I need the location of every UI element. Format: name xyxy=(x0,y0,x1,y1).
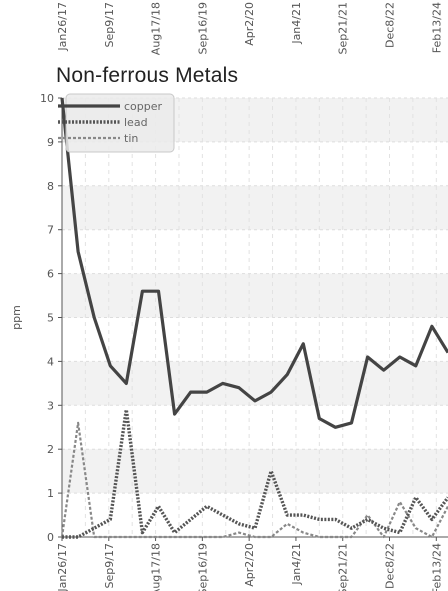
grid-band xyxy=(62,273,448,318)
y-tick-label: 10 xyxy=(40,92,54,105)
chart: 0 1 2 3 4 5 6 7 8 9 10 ppm Jan26/17 Sep9/17 Aug17/18 Se… xyxy=(0,90,448,591)
legend-label-tin: tin xyxy=(124,132,138,145)
x-tick-label: Sep21/21 xyxy=(337,543,350,591)
top-axis-svg: Jan26/17 Sep9/17 Aug17/18 Sep16/19 Apr2/20 Ja… xyxy=(56,2,443,55)
top-tick-label: Jan26/17 xyxy=(56,2,69,52)
legend-label-copper: copper xyxy=(124,100,163,113)
legend-label-lead: lead xyxy=(124,116,148,129)
top-tick-label: Sep21/21 xyxy=(337,2,350,54)
x-tick-label: Apr2/20 xyxy=(243,543,256,587)
grid-band xyxy=(62,361,448,406)
top-tick-label: Dec8/22 xyxy=(384,2,397,48)
y-tick-label: 6 xyxy=(47,268,54,281)
top-axis-strip: Jan26/17 Sep9/17 Aug17/18 Sep16/19 Apr2/20 Ja… xyxy=(0,0,448,62)
x-tick-label: Sep16/19 xyxy=(196,543,209,591)
top-tick-label: Sep16/19 xyxy=(196,2,209,54)
y-tick-label: 4 xyxy=(47,355,54,368)
x-tick-label: Feb13/24 xyxy=(430,543,443,591)
x-tick-label: Dec8/22 xyxy=(384,543,397,589)
y-tick-label: 3 xyxy=(47,399,54,412)
y-tick-label: 1 xyxy=(47,487,54,500)
chart-svg: 0 1 2 3 4 5 6 7 8 9 10 ppm Jan26/17 Sep9/17 Aug17/18 Se… xyxy=(10,92,448,591)
y-tick-label: 8 xyxy=(47,180,54,193)
grid-band xyxy=(62,185,448,230)
y-tick-label: 5 xyxy=(47,312,54,325)
x-tick-label: Jan26/17 xyxy=(56,543,69,591)
y-tick-label: 9 xyxy=(47,136,54,149)
y-tick-label: 2 xyxy=(47,443,54,456)
top-tick-label: Feb13/24 xyxy=(430,2,443,53)
series-line-tin xyxy=(60,421,448,539)
x-tick-label: Sep9/17 xyxy=(103,543,116,588)
chart-title: Non-ferrous Metals xyxy=(56,64,239,87)
top-tick-label: Aug17/18 xyxy=(150,2,163,55)
y-tick-label: 7 xyxy=(47,224,54,237)
series-line-copper xyxy=(60,97,448,429)
x-tick-label: Aug17/18 xyxy=(150,543,163,591)
top-tick-label: Sep9/17 xyxy=(103,2,116,47)
grid-band xyxy=(62,449,448,494)
x-tick-label: Jan4/21 xyxy=(290,543,303,586)
y-axis-label: ppm xyxy=(10,305,23,330)
y-tick-label: 0 xyxy=(47,531,54,544)
top-tick-label: Apr2/20 xyxy=(243,2,256,46)
top-tick-label: Jan4/21 xyxy=(290,2,303,45)
legend: copper lead tin xyxy=(58,93,175,153)
